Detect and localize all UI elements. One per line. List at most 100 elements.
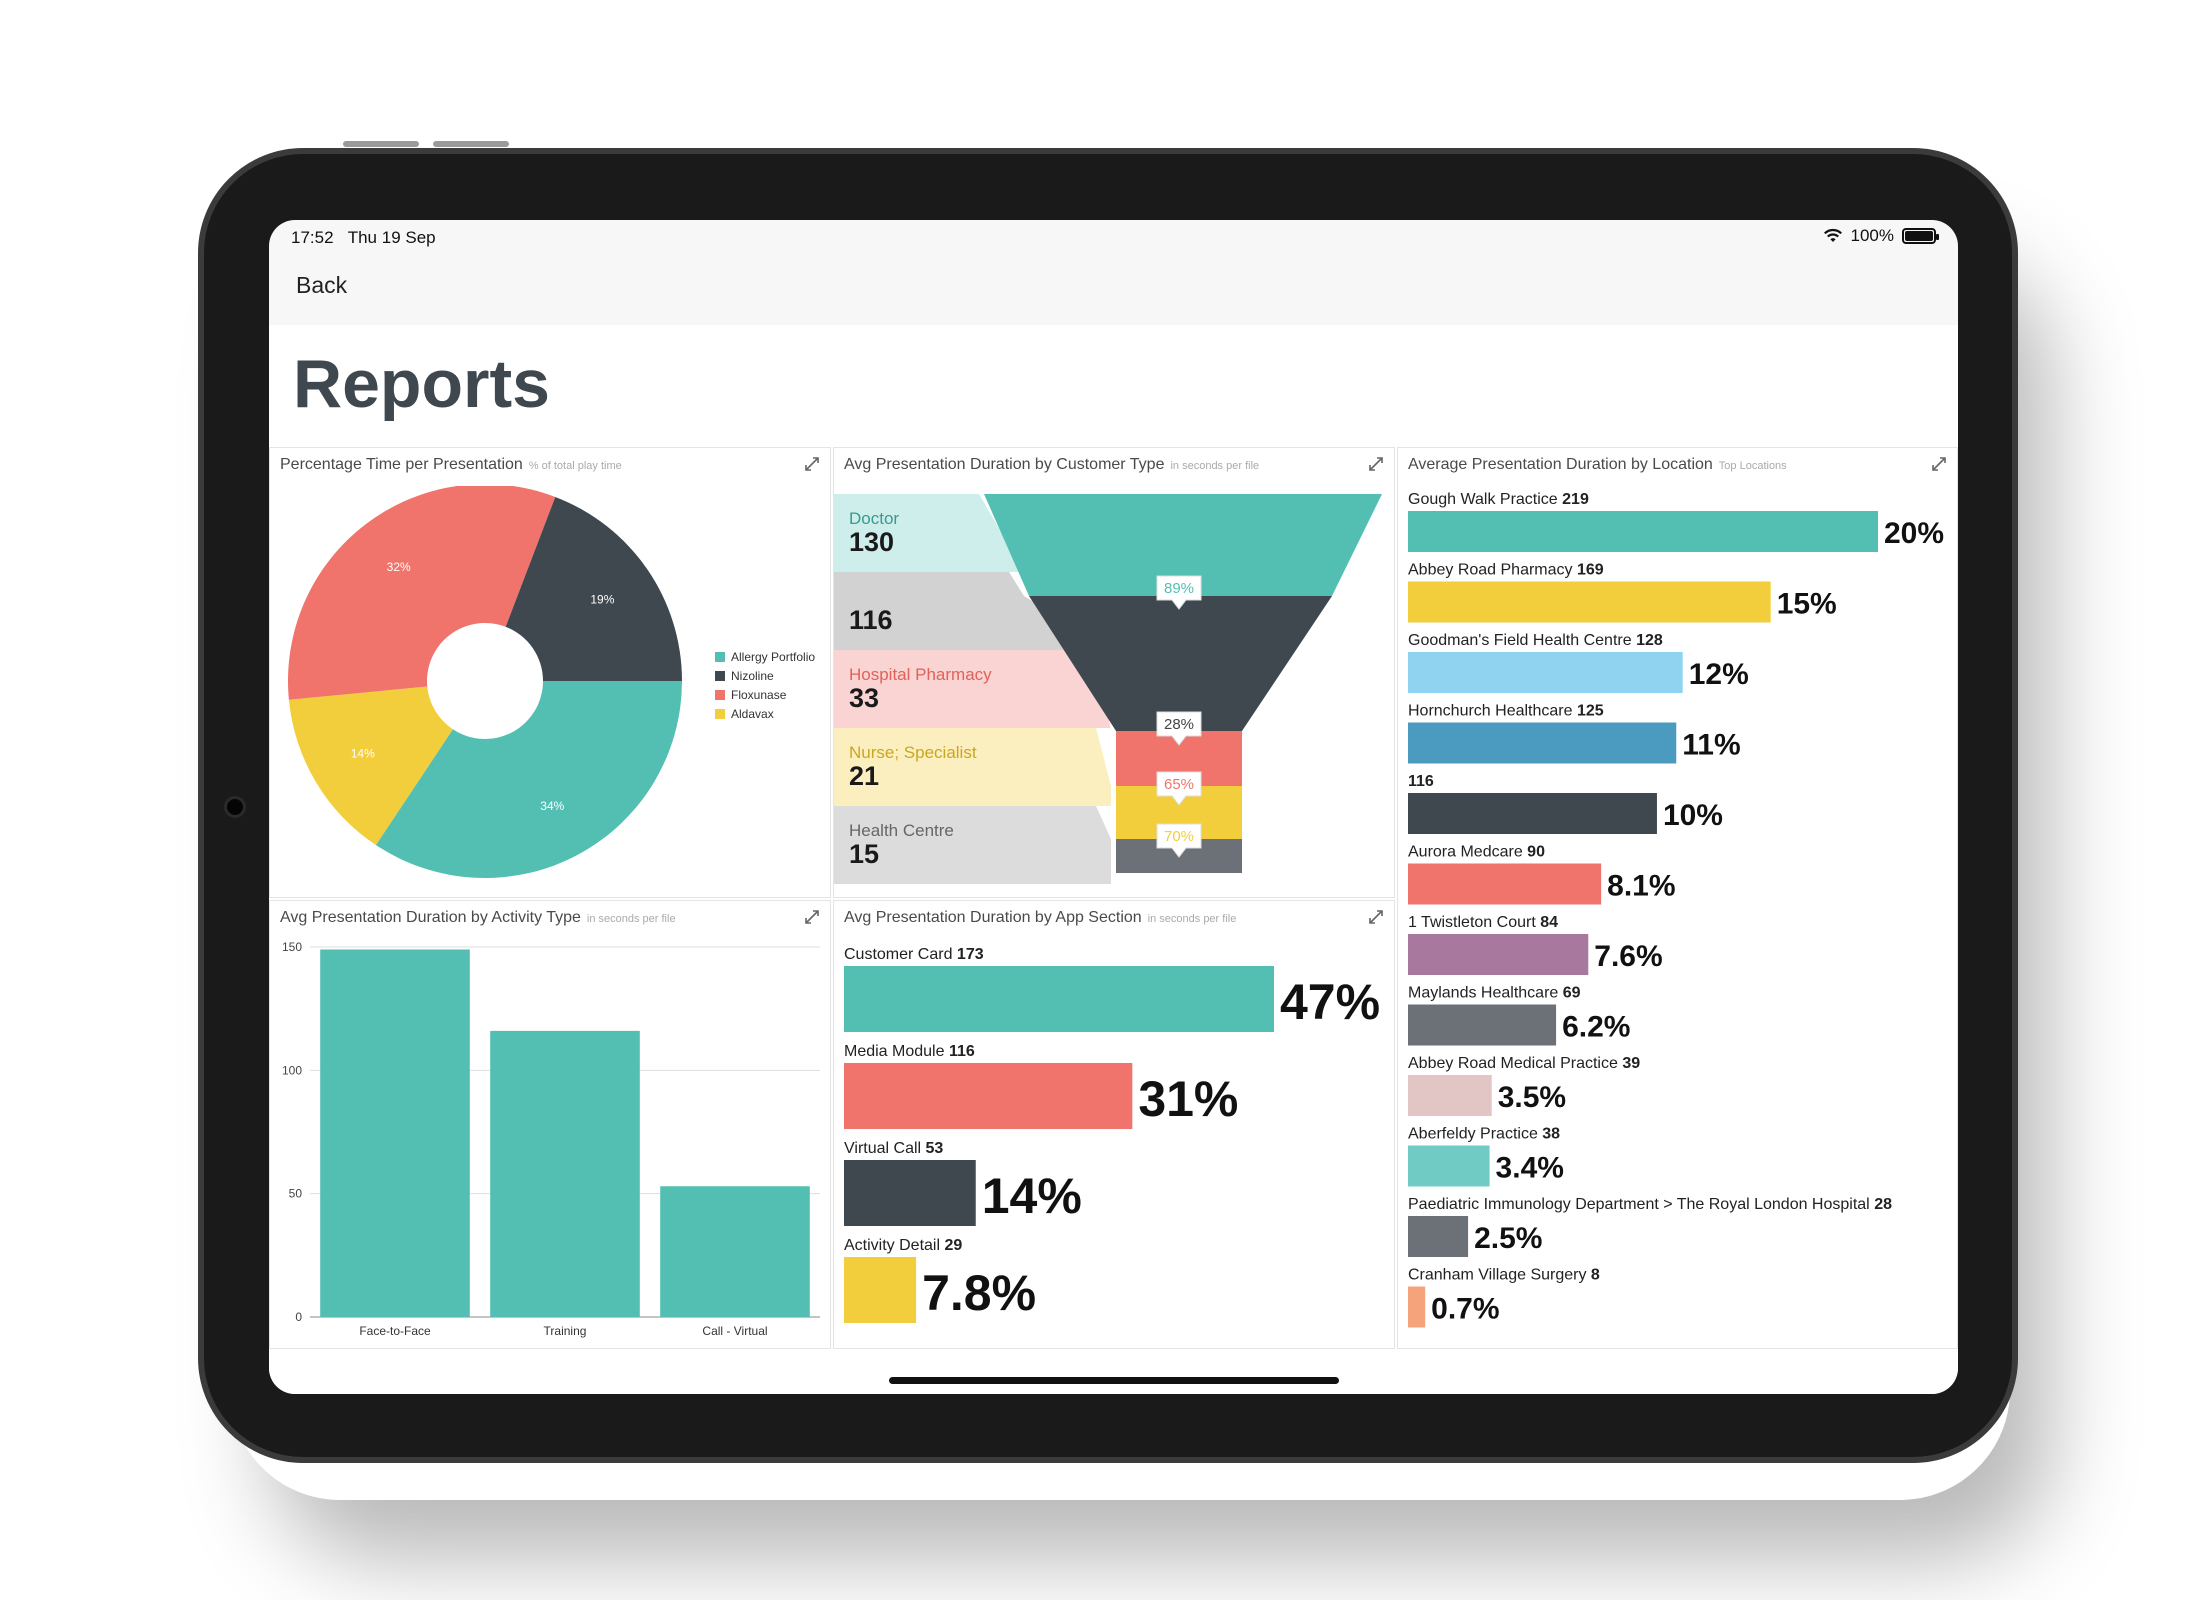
- expand-icon[interactable]: [1931, 456, 1947, 472]
- expand-icon[interactable]: [804, 456, 820, 472]
- app-section-bar: [844, 1160, 976, 1226]
- legend-label: Nizoline: [731, 669, 774, 683]
- y-tick-label: 50: [289, 1187, 303, 1201]
- location-label: 116: [1408, 773, 1434, 790]
- location-label: Gough Walk Practice 219: [1408, 491, 1589, 508]
- app-section-name: Virtual Call: [844, 1140, 926, 1157]
- funnel-conversion-label: 65%: [1164, 776, 1194, 793]
- expand-icon[interactable]: [1368, 909, 1384, 925]
- pie-slice-nizoline: [505, 496, 682, 681]
- pie-data-label: 34%: [540, 799, 564, 813]
- x-tick-label: Training: [544, 1324, 587, 1338]
- y-tick-label: 150: [282, 940, 302, 954]
- back-button[interactable]: Back: [296, 272, 348, 298]
- location-bar: [1408, 652, 1683, 693]
- home-indicator[interactable]: [889, 1377, 1339, 1384]
- app-section-label: Media Module 116: [844, 1043, 975, 1060]
- app-section-percent-label: 47%: [1280, 974, 1380, 1030]
- funnel-stage: [1116, 786, 1242, 839]
- legend-label: Aldavax: [731, 707, 774, 721]
- location-value: 28: [1874, 1196, 1892, 1213]
- location-name: Gough Walk Practice: [1408, 491, 1562, 508]
- location-value: 8: [1591, 1267, 1600, 1284]
- location-percent-label: 7.6%: [1594, 940, 1662, 973]
- funnel-stage: [1029, 596, 1332, 731]
- volume-up-button: [343, 141, 419, 147]
- funnel-conversion-bubble: [1156, 823, 1202, 858]
- app-section-bar: [844, 1257, 917, 1323]
- pie-data-label: 14%: [351, 746, 375, 760]
- location-label: 1 Twistleton Court 84: [1408, 914, 1558, 931]
- expand-icon[interactable]: [804, 909, 820, 925]
- location-percent-label: 12%: [1689, 658, 1749, 691]
- navigation-bar: Back: [269, 254, 1958, 310]
- y-tick-label: 0: [295, 1310, 302, 1324]
- expand-icon[interactable]: [1368, 456, 1384, 472]
- funnel-stage-value: 15: [849, 839, 879, 869]
- app-section-value: 29: [944, 1237, 962, 1254]
- location-name: Hornchurch Healthcare: [1408, 703, 1577, 720]
- status-right: 100%: [1823, 226, 1939, 246]
- battery-percent: 100%: [1850, 226, 1894, 245]
- location-percent-label: 8.1%: [1607, 870, 1675, 903]
- funnel-stage-value: 33: [849, 683, 879, 713]
- funnel-band-bg: [834, 806, 1111, 884]
- pie-data-label: 19%: [590, 592, 614, 606]
- panel-subtitle: in seconds per file: [586, 913, 676, 925]
- location-value: 90: [1527, 844, 1545, 861]
- panel-title-text: Percentage Time per Presentation: [280, 456, 523, 473]
- location-percent-label: 6.2%: [1562, 1011, 1630, 1044]
- location-chart-panel: Average Presentation Duration by Locatio…: [1397, 447, 1958, 1349]
- pie-slice-allergy-portfolio: [375, 681, 682, 878]
- panel-subtitle: in seconds per file: [1147, 913, 1237, 925]
- location-percent-label: 11%: [1682, 729, 1740, 762]
- funnel-stage-value: 21: [849, 761, 879, 791]
- location-percent-label: 15%: [1777, 588, 1837, 621]
- location-bar-chart: Gough Walk Practice 219 20% Abbey Road Pha…: [1408, 491, 1944, 1328]
- wifi-icon: [1823, 228, 1842, 242]
- page-title: Reports: [293, 346, 550, 422]
- location-label: Maylands Healthcare 69: [1408, 985, 1581, 1002]
- funnel-stage-label: Nurse; Specialist: [849, 743, 977, 762]
- app-section-bar: [844, 966, 1274, 1032]
- reports-content: Reports Percentage Time per Presentation…: [269, 325, 1958, 1394]
- legend-swatch: [715, 690, 725, 700]
- location-label: Abbey Road Pharmacy 169: [1408, 562, 1604, 579]
- legend-label: Allergy Portfolio: [731, 650, 815, 664]
- location-name: Abbey Road Pharmacy: [1408, 562, 1577, 579]
- activity-bar: [660, 1186, 810, 1317]
- pie-slice-aldavax: [288, 686, 453, 846]
- panel-title: Average Presentation Duration by Locatio…: [1408, 456, 1787, 474]
- location-label: Aberfeldy Practice 38: [1408, 1126, 1560, 1143]
- location-percent-label: 10%: [1663, 799, 1723, 832]
- panel-subtitle: % of total play time: [528, 460, 622, 472]
- app-section-value: 173: [957, 946, 984, 963]
- funnel-conversion-bubble: [1156, 711, 1202, 746]
- location-bar: [1408, 1004, 1557, 1046]
- activity-bar-chart: 0 50 100 150 Face-to-Face Training Call - Virt…: [282, 940, 820, 1338]
- activity-chart-panel: Avg Presentation Duration by Activity Ty…: [269, 900, 831, 1349]
- app-section-label: Activity Detail 29: [844, 1237, 962, 1254]
- pie-data-label: 32%: [387, 560, 411, 574]
- funnel-stage: [1116, 731, 1242, 786]
- funnel-stage-value: 130: [849, 527, 894, 557]
- funnel-conversion-bubble: [1156, 771, 1202, 806]
- legend-swatch: [715, 671, 725, 681]
- panel-title-text: Avg Presentation Duration by Activity Ty…: [280, 909, 581, 926]
- app-section-bar-chart: Customer Card 173 47% Media Module 116 31% V…: [844, 946, 1380, 1323]
- funnel-band-bg: [834, 728, 1111, 806]
- app-section-name: Customer Card: [844, 946, 957, 963]
- location-bar: [1408, 1216, 1469, 1257]
- pie-chart-panel: Percentage Time per Presentation % of tot…: [269, 447, 831, 898]
- app-section-percent-label: 31%: [1138, 1071, 1238, 1127]
- location-name: Cranham Village Surgery: [1408, 1267, 1591, 1284]
- funnel-conversion-bubble: [1156, 575, 1202, 610]
- panel-subtitle: Top Locations: [1718, 460, 1787, 472]
- location-value: 125: [1577, 703, 1604, 720]
- location-value: 169: [1577, 562, 1604, 579]
- camera-icon: [224, 796, 246, 818]
- location-name: 1 Twistleton Court: [1408, 914, 1540, 931]
- funnel-conversion-label: 70%: [1164, 828, 1194, 845]
- funnel-stage-label: Health Centre: [849, 821, 954, 840]
